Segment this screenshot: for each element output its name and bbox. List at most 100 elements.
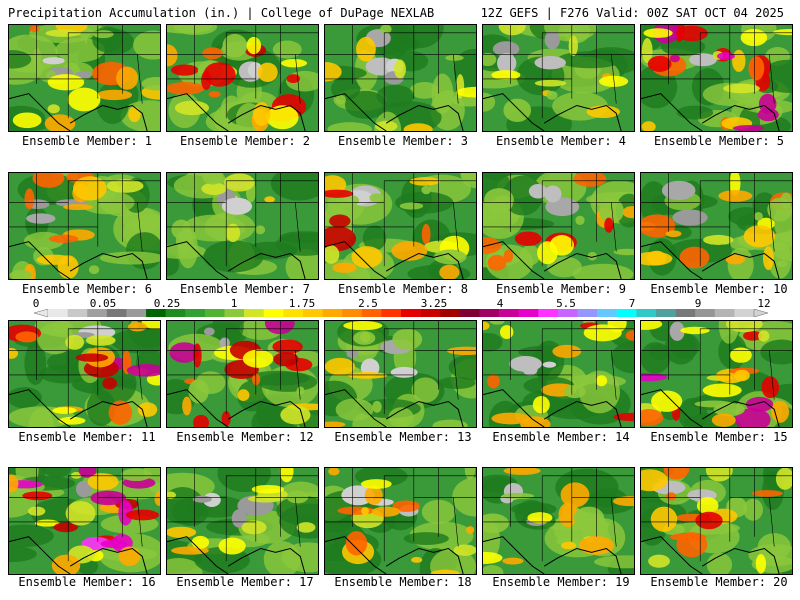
precip-contour-blob <box>242 349 274 368</box>
coastline <box>9 389 148 427</box>
colorbar-segment <box>538 309 559 317</box>
precip-contour-blob <box>231 509 247 528</box>
precip-field-map <box>641 321 792 427</box>
colorbar-segment <box>655 309 676 317</box>
precip-contour-blob <box>411 377 440 403</box>
precip-contour-blob <box>203 240 264 273</box>
precip-contour-blob <box>625 330 634 341</box>
ensemble-member-caption: Ensemble Member: 10 <box>650 282 788 296</box>
precip-contour-blob <box>503 249 514 263</box>
precip-contour-blob <box>47 74 85 91</box>
precip-contour-blob <box>272 40 302 59</box>
precip-contour-blob <box>218 537 246 555</box>
precip-contour-blob <box>676 25 708 42</box>
precip-contour-blob <box>203 62 236 87</box>
precip-contour-blob <box>575 215 585 226</box>
ensemble-member-caption: Ensemble Member: 8 <box>337 282 469 296</box>
colorbar-segment <box>459 309 480 317</box>
precip-contour-blob <box>503 468 541 475</box>
precip-contour-blob <box>573 506 605 530</box>
precip-contour-blob <box>351 246 383 269</box>
precip-contour-blob <box>212 321 244 346</box>
precip-contour-blob <box>110 328 160 354</box>
precip-contour-blob <box>65 334 85 350</box>
precip-contour-blob <box>193 414 210 427</box>
precip-contour-blob <box>137 402 158 417</box>
precip-contour-blob <box>24 188 35 210</box>
colorbar-tick-label: 0.05 <box>89 297 117 310</box>
precip-contour-blob <box>332 262 357 273</box>
precip-contour-blob <box>286 490 309 504</box>
coastline <box>483 536 622 574</box>
colorbar-segment <box>342 309 363 317</box>
ensemble-map-panel <box>482 172 635 280</box>
precip-contour-blob <box>154 491 160 506</box>
precip-contour-blob <box>594 555 634 569</box>
precip-contour-blob <box>201 182 227 195</box>
precip-contour-blob <box>672 209 708 226</box>
precip-contour-blob <box>651 390 683 412</box>
precip-contour-blob <box>743 331 763 341</box>
state-boundary-line <box>641 32 792 55</box>
state-boundary-line <box>295 350 301 400</box>
precip-contour-blob <box>118 546 141 567</box>
coastline <box>167 536 306 574</box>
precip-field-map <box>325 321 476 427</box>
colorbar-segment <box>146 309 166 317</box>
precip-contour-blob <box>773 29 792 36</box>
colorbar-segment <box>401 309 421 317</box>
colorbar-segment <box>577 309 598 317</box>
precip-contour-blob <box>568 35 578 57</box>
precip-field-map <box>325 468 476 574</box>
precip-contour-blob <box>280 58 308 68</box>
precip-contour-blob <box>641 321 663 330</box>
precip-contour-blob <box>335 94 346 105</box>
colorbar-segment <box>381 309 402 317</box>
state-boundary-line <box>167 328 318 351</box>
precip-contour-blob <box>501 492 535 500</box>
precip-contour-blob <box>430 569 460 574</box>
precip-contour-blob <box>96 89 133 101</box>
precip-contour-blob <box>499 325 514 340</box>
precip-contour-blob <box>509 356 542 372</box>
precip-field-map <box>325 173 476 279</box>
ensemble-map-panel <box>482 320 635 428</box>
state-boundary-line <box>453 54 459 104</box>
state-boundary-line <box>137 497 143 547</box>
state-boundary-line <box>453 350 459 400</box>
colorbar-segment <box>361 309 382 317</box>
precip-contour-blob <box>264 321 295 335</box>
precip-contour-blob <box>399 202 424 210</box>
precip-contour-blob <box>53 522 78 533</box>
colorbar-tick-label: 7 <box>628 297 636 310</box>
ensemble-member-caption: Ensemble Member: 18 <box>334 575 472 589</box>
precip-contour-blob <box>532 395 550 414</box>
coastline <box>325 241 464 279</box>
precip-contour-blob <box>325 245 340 264</box>
precip-contour-blob <box>42 57 65 65</box>
precip-field-map <box>483 173 634 279</box>
precip-contour-blob <box>29 25 40 33</box>
precip-contour-blob <box>356 36 376 62</box>
colorbar-segment <box>616 309 637 317</box>
precip-field-map <box>641 25 792 131</box>
precip-contour-blob <box>102 377 118 390</box>
ensemble-member-caption: Ensemble Member: 16 <box>18 575 156 589</box>
precip-field-map <box>325 25 476 131</box>
precip-contour-blob <box>279 468 294 483</box>
precip-field-map <box>641 468 792 574</box>
ensemble-map-panel <box>8 172 161 280</box>
colorbar-segment <box>440 309 461 317</box>
precip-contour-blob <box>388 407 414 427</box>
state-boundary-line <box>611 350 617 400</box>
precip-contour-blob <box>85 334 116 346</box>
precip-contour-blob <box>204 327 215 336</box>
ensemble-map-panel <box>482 467 635 575</box>
precip-contour-blob <box>487 254 507 271</box>
ensemble-member-caption: Ensemble Member: 14 <box>492 430 630 444</box>
state-boundary-line <box>641 475 792 498</box>
precip-contour-blob <box>251 484 285 494</box>
precip-contour-blob <box>67 87 101 112</box>
state-boundary-line <box>483 328 634 351</box>
precip-contour-blob <box>167 253 180 276</box>
